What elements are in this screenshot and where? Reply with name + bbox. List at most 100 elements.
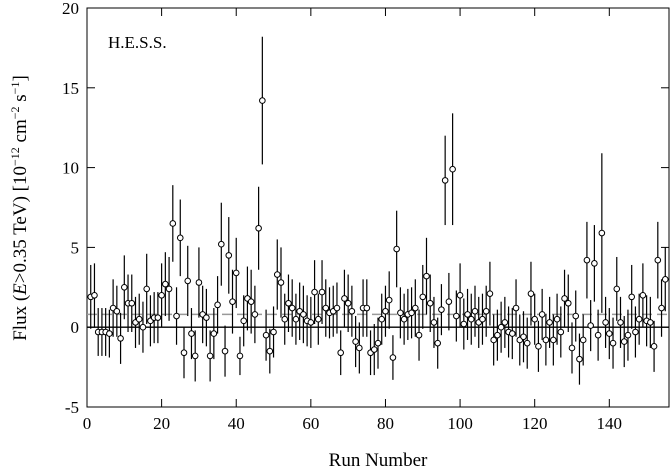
data-point (419, 293, 427, 301)
data-point (229, 298, 236, 305)
data-point (449, 165, 456, 173)
data-point (262, 331, 270, 339)
data-point (307, 319, 315, 326)
data-point (426, 299, 434, 307)
data-point (535, 343, 542, 350)
data-point (445, 298, 453, 305)
data-point (232, 269, 240, 277)
data-point (240, 317, 247, 325)
x-tick-label: 40 (228, 414, 245, 433)
data-point (408, 309, 415, 317)
data-point (635, 315, 643, 323)
plot-frame (86, 7, 670, 408)
data-point (464, 311, 471, 318)
y-tick-label: 5 (71, 238, 80, 257)
data-point (423, 272, 430, 280)
data-point (512, 304, 520, 312)
data-point (370, 346, 378, 353)
data-point (497, 323, 505, 331)
data-point (579, 336, 587, 344)
data-point (270, 328, 277, 336)
data-point (210, 330, 218, 337)
y-axis-label-part: ] (10, 75, 31, 81)
data-point (266, 347, 274, 355)
x-axis-label: Run Number (329, 450, 428, 471)
y-tick-label: 0 (71, 318, 80, 337)
data-point (322, 304, 330, 312)
data-point (162, 280, 169, 288)
data-point (557, 328, 565, 336)
data-point (176, 234, 184, 242)
data-point (318, 288, 326, 296)
data-point (606, 330, 613, 337)
data-point (523, 339, 531, 347)
data-point (121, 284, 128, 291)
data-point (620, 338, 628, 345)
data-point (143, 285, 150, 293)
data-point (650, 343, 658, 350)
data-point (236, 352, 244, 360)
data-point (632, 328, 639, 336)
data-point (583, 256, 591, 264)
data-point (453, 312, 460, 320)
data-point (415, 331, 423, 339)
data-point (598, 229, 606, 237)
x-tick-label: 60 (302, 414, 319, 433)
y-tick-label: 20 (62, 0, 79, 18)
data-point (221, 347, 229, 355)
data-point (531, 315, 538, 323)
data-point (661, 276, 669, 283)
data-point (546, 319, 553, 326)
data-point (594, 331, 602, 339)
data-point (165, 285, 173, 293)
data-point (333, 304, 341, 312)
data-point (374, 339, 382, 347)
data-point (128, 299, 136, 307)
data-point (315, 315, 322, 323)
data-point (628, 293, 635, 301)
data-point (471, 307, 479, 315)
data-point (397, 309, 404, 317)
data-point (378, 315, 386, 323)
data-point (311, 288, 318, 296)
data-point (486, 290, 494, 297)
data-point (273, 271, 281, 278)
data-point (225, 252, 233, 259)
x-tick-label: 80 (377, 414, 394, 433)
data-point (259, 97, 266, 104)
data-point (591, 260, 598, 267)
x-tick-label: 0 (83, 414, 92, 433)
data-point (553, 315, 561, 323)
data-point (617, 319, 624, 326)
data-point (292, 315, 300, 323)
y-axis-label: Flux (E>0.35 TeV) [10−12 cm−2 s−1] (8, 75, 31, 341)
data-point (430, 319, 438, 326)
data-point (277, 279, 285, 286)
data-point (91, 291, 98, 299)
y-axis-label-part: E (10, 283, 31, 296)
data-point (113, 307, 121, 315)
data-point (385, 296, 393, 304)
y-tick-label: 15 (62, 79, 79, 98)
data-point (356, 344, 363, 352)
data-point (654, 256, 662, 264)
data-point (393, 245, 400, 253)
data-point (154, 314, 162, 321)
data-point (568, 344, 576, 352)
data-point (348, 307, 356, 315)
x-tick-label: 100 (447, 414, 473, 433)
data-point (191, 352, 199, 360)
x-tick-label: 120 (522, 414, 548, 433)
data-point (169, 220, 177, 227)
data-point (180, 349, 188, 357)
data-point (438, 306, 445, 313)
data-point (509, 330, 516, 337)
data-point (494, 331, 501, 339)
y-axis-label-part: >0.35 TeV) [10 (10, 166, 31, 283)
data-point (520, 333, 527, 341)
data-point (206, 352, 214, 360)
data-point (285, 299, 292, 307)
data-point (214, 301, 221, 309)
data-point (550, 336, 557, 344)
data-point (341, 295, 348, 302)
